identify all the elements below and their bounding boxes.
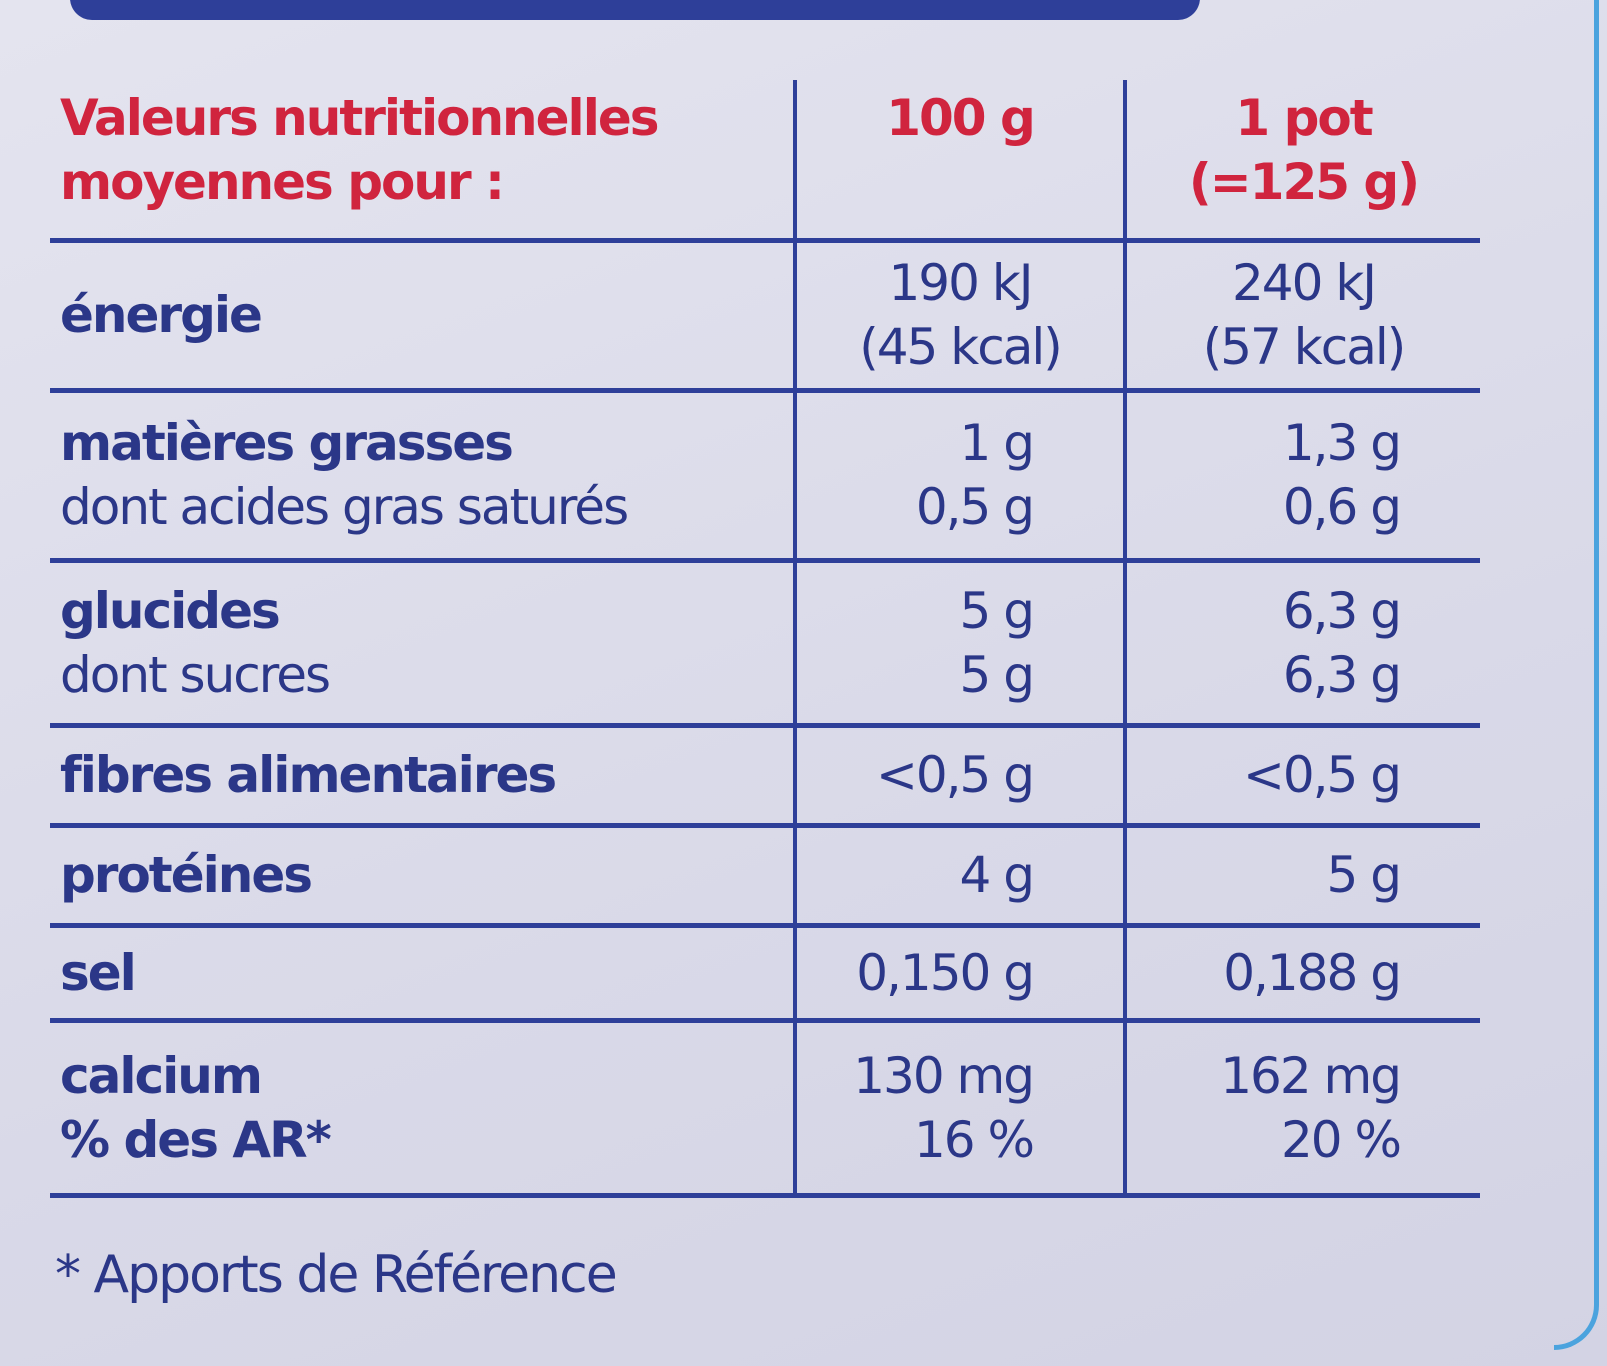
text: 0,150 g — [856, 943, 1035, 1002]
row: sel 0,150 g 0,188 g — [50, 925, 1480, 1023]
value-cell: 240 kJ (57 kcal) — [1123, 240, 1480, 393]
text: 240 kJ — [1231, 254, 1377, 312]
text: sel — [60, 943, 137, 1002]
value-cell: 130 mg 16 % — [793, 1020, 1125, 1198]
package-edge — [1554, 0, 1599, 1350]
text: glucides — [60, 581, 281, 640]
text: 20 % — [1280, 1110, 1402, 1169]
text: 5 g — [1326, 846, 1402, 904]
text: protéines — [60, 846, 313, 904]
text: 5 g — [959, 645, 1035, 704]
label-cell: protéines — [50, 825, 795, 928]
header-cell: 1 pot (=125 g) — [1123, 80, 1480, 243]
value-cell: 4 g — [793, 825, 1125, 928]
row: fibres alimentaires <0,5 g <0,5 g — [50, 725, 1480, 828]
text: 5 g — [959, 581, 1035, 640]
value-cell: 1,3 g 0,6 g — [1123, 390, 1480, 563]
text: (57 kcal) — [1202, 318, 1407, 376]
value-cell: <0,5 g — [1123, 725, 1480, 828]
label-cell: matières grasses dont acides gras saturés — [50, 390, 795, 563]
nutrition-table: Valeurs nutritionnelles moyennes pour : 1… — [50, 80, 1480, 1198]
row: protéines 4 g 5 g — [50, 825, 1480, 928]
text: 100 g — [886, 89, 1036, 147]
text: 130 mg — [853, 1046, 1035, 1105]
text: calcium — [60, 1046, 263, 1105]
value-cell: 0,188 g — [1123, 925, 1480, 1023]
text: 1,3 g — [1282, 414, 1402, 472]
row: matières grasses dont acides gras saturés… — [50, 390, 1480, 563]
text: Valeurs nutritionnelles — [60, 89, 660, 147]
footnote: * Apports de Référence — [55, 1245, 618, 1305]
value-cell: 1 g 0,5 g — [793, 390, 1125, 563]
text: 6,3 g — [1282, 645, 1402, 704]
value-cell: 162 mg 20 % — [1123, 1020, 1480, 1198]
label-cell: énergie — [50, 240, 795, 393]
text: <0,5 g — [875, 746, 1035, 804]
text: dont sucres — [60, 645, 331, 704]
text: fibres alimentaires — [60, 746, 557, 804]
text: <0,5 g — [1242, 746, 1402, 804]
text: dont acides gras saturés — [60, 478, 629, 536]
value-cell: 5 g — [1123, 825, 1480, 928]
text: 0,5 g — [915, 478, 1035, 536]
value-cell: 190 kJ (45 kcal) — [793, 240, 1125, 393]
text: matières grasses — [60, 414, 514, 472]
value-cell: <0,5 g — [793, 725, 1125, 828]
label-cell: glucides dont sucres — [50, 560, 795, 728]
label-cell: calcium% des AR* — [50, 1020, 795, 1198]
text: 1 pot — [1235, 89, 1373, 147]
header-cell: Valeurs nutritionnelles moyennes pour : — [50, 80, 795, 243]
text: 16 % — [913, 1110, 1035, 1169]
text: 4 g — [959, 846, 1035, 904]
text: 6,3 g — [1282, 581, 1402, 640]
text: 0,6 g — [1282, 478, 1402, 536]
header-band — [70, 0, 1200, 20]
text: (=125 g) — [1188, 153, 1420, 211]
text: 190 kJ — [888, 254, 1033, 312]
value-cell: 6,3 g 6,3 g — [1123, 560, 1480, 728]
value-cell: 0,150 g — [793, 925, 1125, 1023]
row: calcium% des AR* 130 mg 16 % 162 mg 20 % — [50, 1020, 1480, 1198]
header-row: Valeurs nutritionnelles moyennes pour : 1… — [50, 80, 1480, 243]
text: 1 g — [959, 414, 1035, 472]
text: % des AR* — [60, 1110, 332, 1169]
label-cell: fibres alimentaires — [50, 725, 795, 828]
header-cell: 100 g — [793, 80, 1125, 243]
text: moyennes pour : — [60, 153, 505, 211]
label-cell: sel — [50, 925, 795, 1023]
text: (45 kcal) — [859, 318, 1063, 376]
row: énergie 190 kJ (45 kcal) 240 kJ (57 kcal) — [50, 240, 1480, 393]
text: énergie — [60, 286, 263, 344]
text: 162 mg — [1220, 1046, 1402, 1105]
text: 0,188 g — [1223, 943, 1402, 1002]
